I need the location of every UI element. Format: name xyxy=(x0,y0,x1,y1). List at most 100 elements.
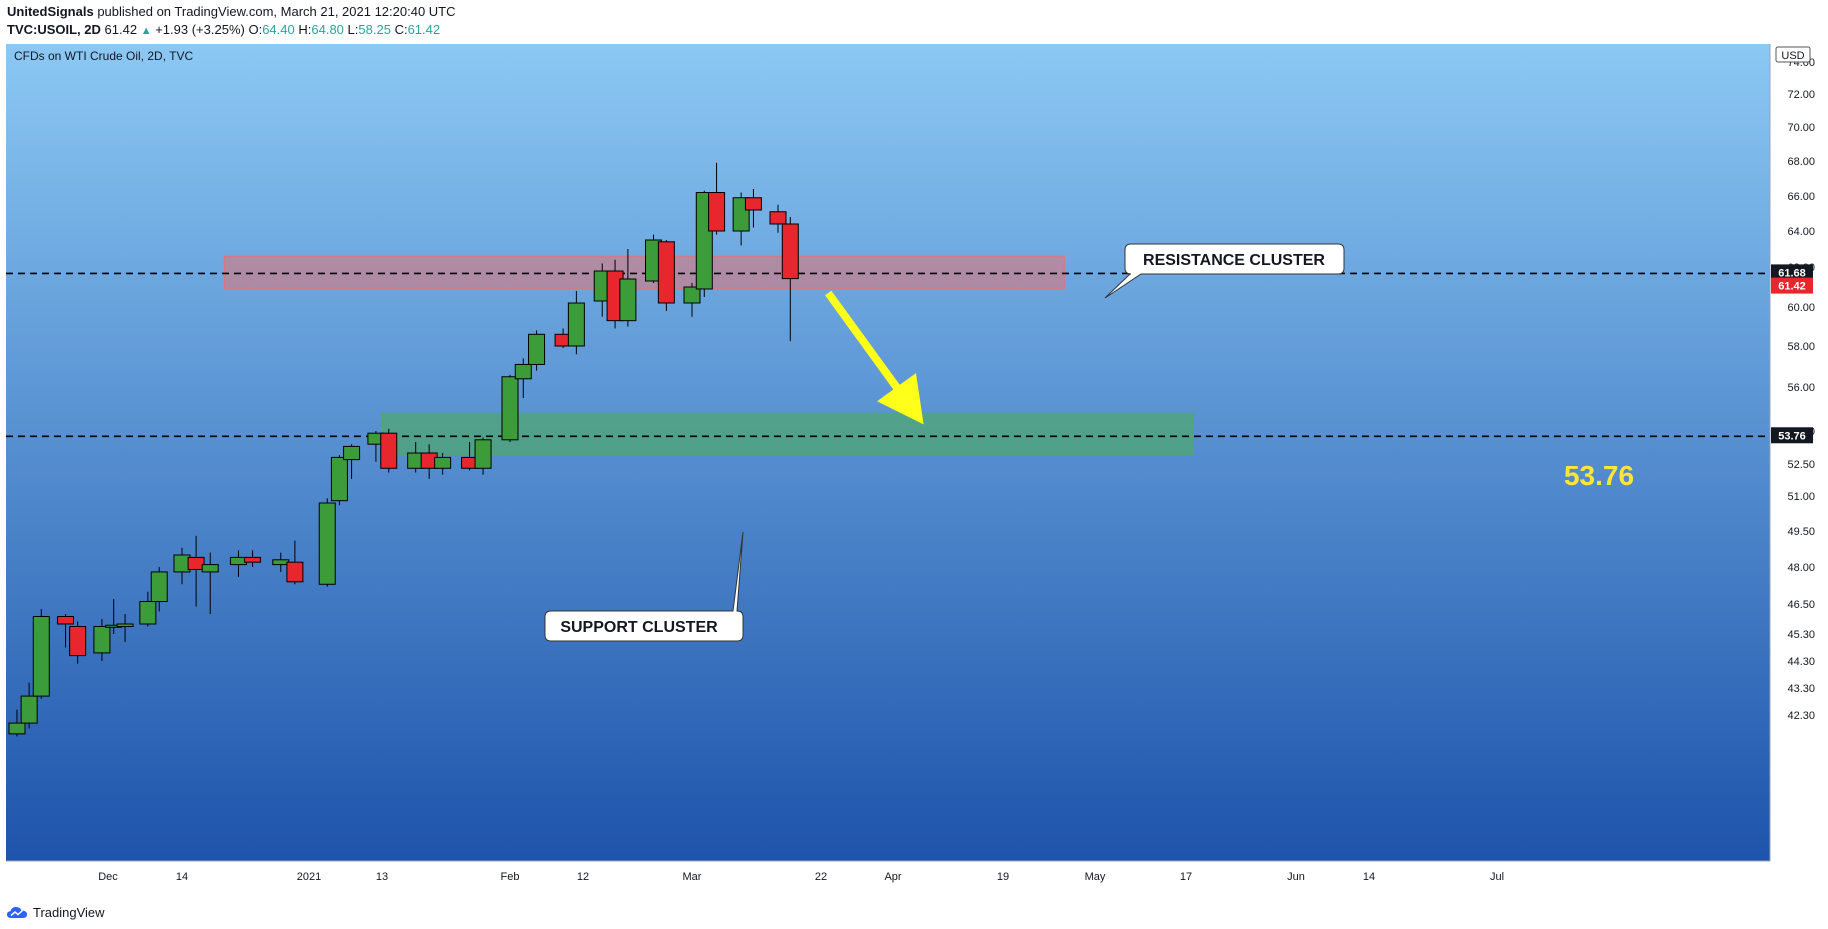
candle[interactable] xyxy=(343,444,361,479)
time-tick-label: Jun xyxy=(1287,871,1305,883)
candle[interactable] xyxy=(567,291,585,355)
time-tick-label: Mar xyxy=(683,871,702,883)
support-callout-text: SUPPORT CLUSTER xyxy=(560,619,718,636)
candle[interactable] xyxy=(708,162,726,235)
price-tag[interactable]: 61.42 xyxy=(1771,277,1813,294)
chart-panel[interactable]: RESISTANCE CLUSTER SUPPORT CLUSTER 53.76… xyxy=(6,44,1821,891)
candle-body xyxy=(567,302,585,347)
candle[interactable] xyxy=(781,217,799,342)
price-tick-label: 45.30 xyxy=(1787,629,1815,641)
candle[interactable] xyxy=(187,535,205,607)
candle-body xyxy=(434,456,452,469)
candle[interactable] xyxy=(8,709,26,737)
candle[interactable] xyxy=(93,619,111,661)
ohlc-legend: TVC:USOIL, 2D 61.42 ▲ +1.93 (+3.25%) O:6… xyxy=(7,22,440,37)
price-tag-label: 61.68 xyxy=(1778,267,1806,279)
candle-body xyxy=(330,456,348,502)
candle[interactable] xyxy=(201,552,219,614)
candle-body xyxy=(57,616,75,625)
candle[interactable] xyxy=(606,259,624,329)
chart-title: CFDs on WTI Crude Oil, 2D, TVC xyxy=(14,49,193,63)
price-tag-box xyxy=(1771,427,1813,444)
close-value: 61.42 xyxy=(407,22,441,37)
currency-label: USD xyxy=(1781,50,1804,62)
candle[interactable] xyxy=(286,540,304,585)
price-chart[interactable]: RESISTANCE CLUSTER SUPPORT CLUSTER 53.76… xyxy=(6,44,1821,891)
resistance-callout[interactable]: RESISTANCE CLUSTER xyxy=(1104,243,1345,299)
candle[interactable] xyxy=(434,453,452,475)
candle-body xyxy=(139,601,157,625)
price-tag-box xyxy=(1771,277,1813,294)
price-tick-label: 49.50 xyxy=(1787,526,1815,538)
publish-info: UnitedSignals published on TradingView.c… xyxy=(7,4,456,19)
time-tick-label: 14 xyxy=(176,871,188,883)
candle[interactable] xyxy=(420,444,438,479)
candle[interactable] xyxy=(683,283,701,317)
chart-background xyxy=(6,44,1821,891)
time-tick-label: Jul xyxy=(1490,871,1504,883)
open-label: O: xyxy=(248,22,263,37)
currency-badge[interactable]: USD xyxy=(1775,46,1811,63)
candle[interactable] xyxy=(501,374,519,442)
candle-body xyxy=(150,571,168,603)
downward-arrow-icon[interactable] xyxy=(825,290,924,425)
price-tag[interactable]: 53.76 xyxy=(1771,427,1813,444)
candle[interactable] xyxy=(474,437,492,475)
target-price-label: 53.76 xyxy=(1564,460,1634,491)
candle-body xyxy=(69,626,87,657)
price-tick-label: 44.30 xyxy=(1787,656,1815,668)
candle[interactable] xyxy=(619,249,637,327)
open-value: 64.40 xyxy=(262,22,295,37)
candle[interactable] xyxy=(57,614,75,648)
publish-text: published on TradingView.com, March 21, … xyxy=(97,4,456,19)
candle[interactable] xyxy=(769,204,787,233)
candle[interactable] xyxy=(380,428,398,473)
price-tick-label: 60.00 xyxy=(1787,302,1815,314)
candle-body xyxy=(619,278,637,322)
time-tick-label: 22 xyxy=(815,871,827,883)
time-axis-panel[interactable] xyxy=(6,861,1821,891)
time-tick-label: 19 xyxy=(997,871,1009,883)
candle[interactable] xyxy=(150,567,168,612)
candle-body xyxy=(20,695,38,724)
time-tick-label: 2021 xyxy=(297,871,321,883)
candle-body xyxy=(708,192,726,232)
support-callout[interactable]: SUPPORT CLUSTER xyxy=(544,531,744,642)
candle[interactable] xyxy=(69,621,87,664)
candle[interactable] xyxy=(744,189,762,228)
candle-body xyxy=(781,223,799,280)
price-tag[interactable]: 61.68 xyxy=(1771,264,1813,281)
time-tick-label: Apr xyxy=(884,871,901,883)
candle[interactable] xyxy=(528,330,546,371)
candle[interactable] xyxy=(244,550,262,567)
candle-body xyxy=(201,564,219,573)
candle[interactable] xyxy=(318,498,336,587)
candle[interactable] xyxy=(20,682,38,729)
candle-body xyxy=(116,623,134,627)
price-tick-label: 43.30 xyxy=(1787,683,1815,695)
candle[interactable] xyxy=(514,358,532,398)
candle-body xyxy=(501,376,519,441)
candle[interactable] xyxy=(116,614,134,643)
symbol-label[interactable]: TVC:USOIL, 2D xyxy=(7,22,101,37)
candle[interactable] xyxy=(139,591,157,627)
candle-body xyxy=(173,554,191,573)
time-tick-label: 17 xyxy=(1180,871,1192,883)
author-name[interactable]: UnitedSignals xyxy=(7,4,94,19)
close-label: C: xyxy=(394,22,408,37)
price-axis-panel[interactable] xyxy=(1770,44,1821,891)
candle[interactable] xyxy=(32,609,50,699)
price-tag-label: 61.42 xyxy=(1778,281,1806,293)
candle[interactable] xyxy=(657,240,675,311)
low-value: 58.25 xyxy=(358,22,391,37)
price-tag-box xyxy=(1771,264,1813,281)
price-tick-label: 72.00 xyxy=(1787,89,1815,101)
candle-body xyxy=(744,197,762,211)
price-tick-label: 42.30 xyxy=(1787,710,1815,722)
resistance-callout-text: RESISTANCE CLUSTER xyxy=(1143,252,1325,269)
footer[interactable]: TradingView xyxy=(6,902,105,922)
candle-body xyxy=(244,556,262,563)
candle-body xyxy=(8,722,26,735)
price-tag-label: 53.76 xyxy=(1778,430,1806,442)
candle[interactable] xyxy=(330,455,348,506)
